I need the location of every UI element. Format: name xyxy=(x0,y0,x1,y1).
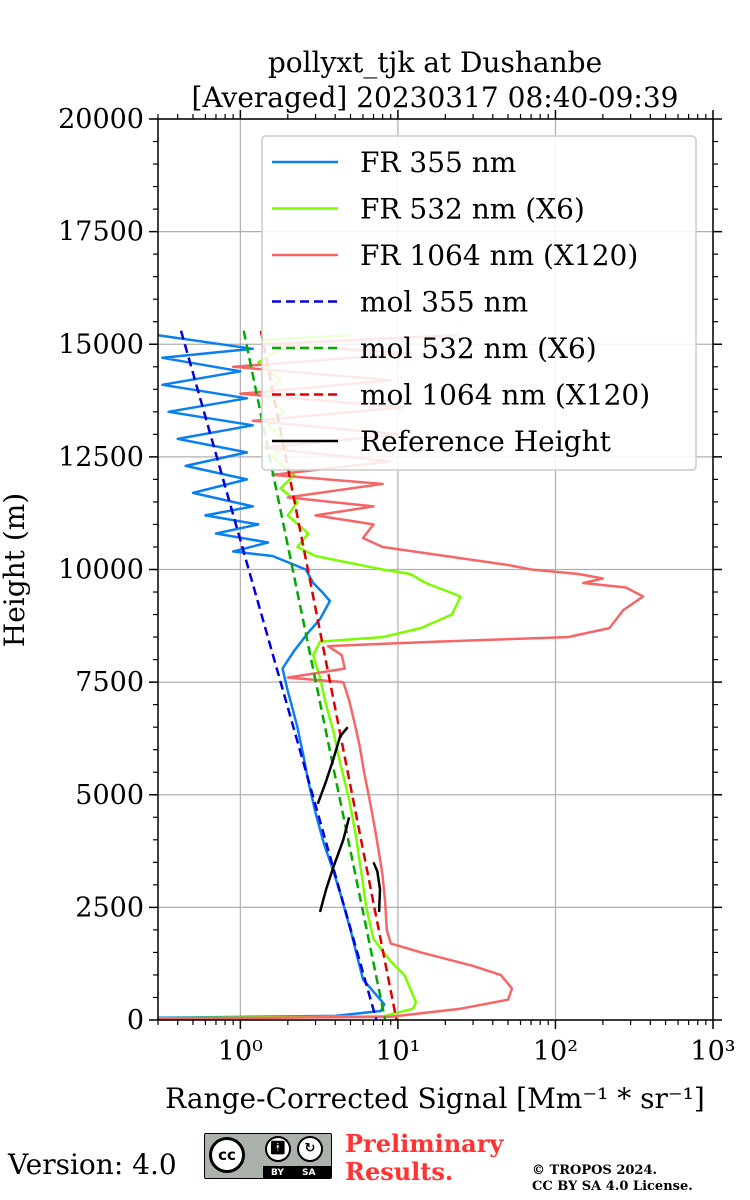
x-tick-label: 10² xyxy=(533,1036,578,1067)
preliminary-line-2: Results. xyxy=(345,1157,454,1186)
y-tick-label: 17500 xyxy=(58,217,144,248)
y-tick-label: 5000 xyxy=(75,780,144,811)
preliminary-notice: Preliminary Results. xyxy=(345,1130,503,1186)
y-tick-label: 10000 xyxy=(58,555,144,586)
badge-sa-label: SA xyxy=(302,1168,316,1178)
rcs-profile-chart: 10⁰ 10¹ 10² 10³ 0 2500 5000 7500 10000 12500 15000… xyxy=(0,46,736,1115)
person-icon: 🚹︎ xyxy=(265,1136,291,1162)
x-tick-label: 10¹ xyxy=(375,1036,420,1067)
cc-by-sa-icon: cc 🚹︎ ↻ BY SA xyxy=(204,1133,332,1179)
y-axis-label: Height (m) xyxy=(0,493,31,647)
series-mol-355-nm-line xyxy=(179,330,378,1020)
copyright-line-2: CC BY SA 4.0 License. xyxy=(532,1179,693,1194)
copyright-notice: © TROPOS 2024. CC BY SA 4.0 License. xyxy=(532,1163,693,1195)
version-label: Version: 4.0 xyxy=(8,1148,177,1181)
legend-label: mol 1064 nm (X120) xyxy=(360,379,650,412)
badge-by-label: BY xyxy=(271,1168,284,1178)
legend-label: mol 532 nm (X6) xyxy=(360,332,597,365)
share-alike-icon: ↻ xyxy=(297,1136,323,1162)
chart-title-line-2: [Averaged] 20230317 08:40-09:39 xyxy=(192,81,679,114)
y-tick-label: 12500 xyxy=(58,442,144,473)
y-tick-label: 20000 xyxy=(58,104,144,135)
axis-tick-labels: 10⁰ 10¹ 10² 10³ 0 2500 5000 7500 10000 12500 15000… xyxy=(58,104,736,1067)
legend-label: FR 532 nm (X6) xyxy=(360,193,585,226)
badge-strip xyxy=(263,1166,331,1178)
axis-ticks xyxy=(149,110,722,1029)
legend-label: Reference Height xyxy=(360,425,612,458)
legend-label: mol 355 nm xyxy=(360,286,528,319)
series-reference-height-segment xyxy=(372,861,382,912)
y-tick-label: 7500 xyxy=(75,667,144,698)
cc-icon: cc xyxy=(209,1137,245,1173)
y-tick-label: 15000 xyxy=(58,329,144,360)
series-reference-height-segment xyxy=(316,726,349,805)
copyright-line-1: © TROPOS 2024. xyxy=(532,1163,658,1178)
x-axis-label: Range-Corrected Signal [Mm⁻¹ * sr⁻¹] xyxy=(165,1082,705,1115)
x-tick-label: 10⁰ xyxy=(218,1036,263,1067)
preliminary-line-1: Preliminary xyxy=(345,1129,504,1158)
y-tick-label: 0 xyxy=(127,1005,144,1036)
y-tick-label: 2500 xyxy=(75,892,144,923)
legend-box xyxy=(261,135,697,471)
legend-label: FR 1064 nm (X120) xyxy=(360,239,638,272)
legend-label: FR 355 nm xyxy=(360,146,516,179)
x-tick-label: 10³ xyxy=(690,1036,735,1067)
chart-title-line-1: pollyxt_tjk at Dushanbe xyxy=(268,46,602,79)
series-reference-height-segment xyxy=(318,816,351,913)
legend: FR 355 nm FR 532 nm (X6) FR 1064 nm (X120)… xyxy=(261,135,697,471)
